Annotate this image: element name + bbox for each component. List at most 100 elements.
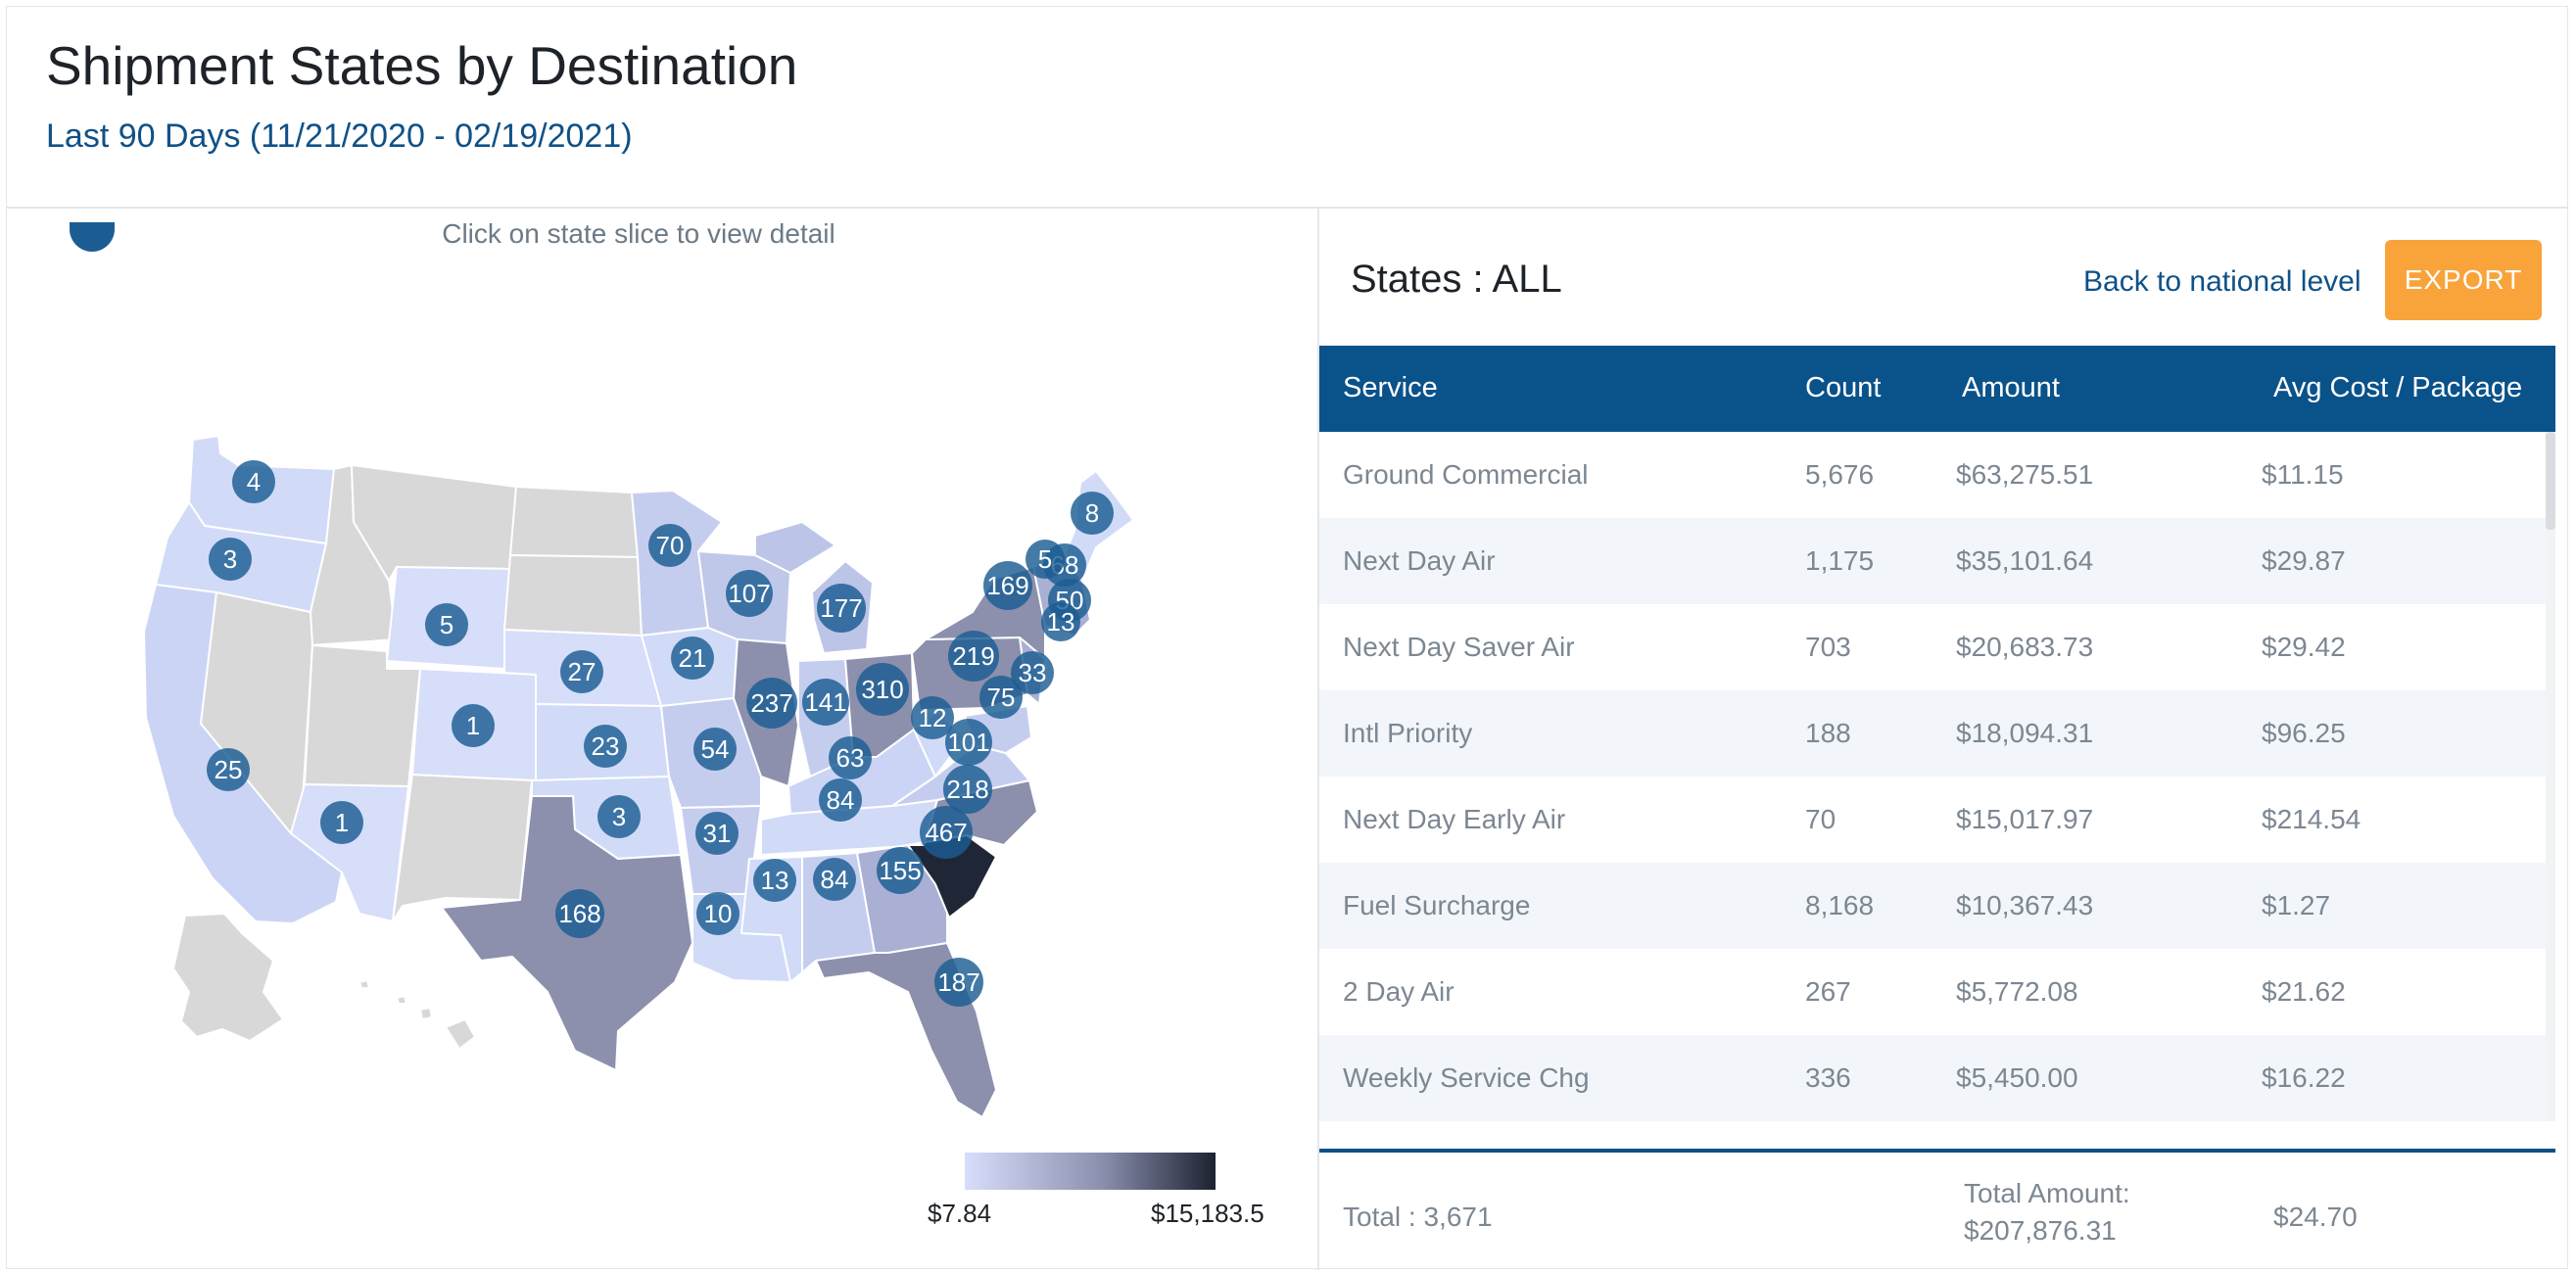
state-bubble[interactable]: 141 bbox=[802, 679, 849, 726]
state-bubble[interactable]: 155 bbox=[877, 847, 924, 894]
cell-amount: $18,094.31 bbox=[1956, 718, 2094, 748]
state-bubble[interactable]: 10 bbox=[696, 892, 739, 935]
cell-count: 1,175 bbox=[1805, 545, 1875, 576]
svg-text:169: 169 bbox=[986, 571, 1028, 600]
svg-text:467: 467 bbox=[925, 818, 967, 847]
state-bubble[interactable]: 310 bbox=[856, 663, 909, 716]
export-button[interactable]: EXPORT bbox=[2385, 240, 2542, 320]
state-hawaii[interactable] bbox=[358, 979, 476, 1050]
state-bubble[interactable]: 8 bbox=[1071, 492, 1114, 535]
state-bubble[interactable]: 84 bbox=[819, 778, 862, 822]
state-bubble[interactable]: 467 bbox=[920, 806, 973, 859]
cell-amount: $63,275.51 bbox=[1956, 459, 2094, 490]
cell-amount: $15,017.97 bbox=[1956, 804, 2094, 834]
state-bubble[interactable]: 177 bbox=[817, 584, 866, 633]
state-arizona[interactable] bbox=[290, 783, 409, 922]
state-bubble[interactable]: 168 bbox=[555, 889, 604, 938]
table-scrollbar[interactable] bbox=[2546, 432, 2555, 1121]
state-bubble[interactable]: 3 bbox=[209, 538, 252, 581]
date-range: Last 90 Days (11/21/2020 - 02/19/2021) bbox=[46, 118, 633, 155]
table-footer: Total : 3,671 Total Amount: $207,876.31 … bbox=[1319, 1153, 2555, 1270]
state-utah[interactable] bbox=[304, 644, 421, 787]
state-bubble[interactable]: 5 bbox=[1026, 540, 1065, 579]
cell-count: 5,676 bbox=[1805, 459, 1875, 490]
cell-avg-cost: $96.25 bbox=[2262, 718, 2346, 748]
state-north-dakota[interactable] bbox=[509, 486, 639, 558]
state-bubble[interactable]: 5 bbox=[425, 603, 468, 646]
svg-text:33: 33 bbox=[1019, 658, 1047, 687]
us-map: 4 3 25 1 5 1 27 23 3 168 70 21 54 31 10 … bbox=[143, 435, 1134, 1118]
back-to-national-link[interactable]: Back to national level bbox=[2083, 265, 2361, 298]
state-bubble[interactable]: 75 bbox=[979, 676, 1023, 719]
detail-panel: States : ALL Back to national level EXPO… bbox=[1319, 209, 2569, 1270]
state-bubble[interactable]: 84 bbox=[813, 858, 856, 901]
cell-count: 8,168 bbox=[1805, 890, 1875, 920]
column-header-count[interactable]: Count bbox=[1805, 372, 1882, 403]
state-south-dakota[interactable] bbox=[503, 554, 643, 636]
table-row[interactable]: Ground Commercial 5,676 $63,275.51 $11.1… bbox=[1319, 432, 2546, 518]
cell-service: Weekly Service Chg bbox=[1343, 1062, 1590, 1093]
state-new-mexico[interactable] bbox=[392, 774, 533, 922]
state-bubble[interactable]: 1 bbox=[320, 801, 363, 844]
svg-text:25: 25 bbox=[215, 755, 243, 784]
table-row[interactable]: Next Day Early Air 70 $15,017.97 $214.54 bbox=[1319, 777, 2546, 863]
svg-text:5: 5 bbox=[1038, 544, 1052, 574]
state-bubble[interactable]: 107 bbox=[726, 570, 773, 617]
state-bubble[interactable]: 54 bbox=[693, 728, 737, 771]
state-bubble[interactable]: 12 bbox=[911, 696, 954, 739]
cell-count: 267 bbox=[1805, 976, 1851, 1007]
state-bubble[interactable]: 237 bbox=[746, 678, 797, 729]
cell-count: 188 bbox=[1805, 718, 1851, 748]
cell-avg-cost: $11.15 bbox=[2262, 459, 2344, 490]
table-row[interactable]: Intl Priority 188 $18,094.31 $96.25 bbox=[1319, 690, 2546, 777]
cell-count: 703 bbox=[1805, 632, 1851, 662]
legend-min-label: $7.84 bbox=[928, 1199, 992, 1228]
table-row[interactable]: Next Day Air 1,175 $35,101.64 $29.87 bbox=[1319, 518, 2546, 604]
state-bubble[interactable]: 169 bbox=[983, 561, 1032, 610]
legend-max-label: $15,183.5 bbox=[1151, 1199, 1264, 1228]
state-bubble[interactable]: 187 bbox=[934, 958, 983, 1007]
total-divider bbox=[1319, 1149, 2555, 1153]
column-header-avg-cost[interactable]: Avg Cost / Package bbox=[2273, 372, 2523, 403]
state-bubble[interactable]: 4 bbox=[232, 460, 275, 503]
state-bubble[interactable]: 27 bbox=[560, 650, 603, 693]
svg-text:4: 4 bbox=[247, 467, 261, 496]
state-bubble[interactable]: 3 bbox=[597, 795, 641, 838]
table-row[interactable]: Next Day Saver Air 703 $20,683.73 $29.42 bbox=[1319, 604, 2546, 690]
state-filter-title: States : ALL bbox=[1351, 258, 1562, 301]
cell-service: Intl Priority bbox=[1343, 718, 1473, 748]
table-body: Ground Commercial 5,676 $63,275.51 $11.1… bbox=[1319, 432, 2546, 1121]
cell-count: 70 bbox=[1805, 804, 1837, 834]
svg-text:13: 13 bbox=[761, 866, 789, 895]
table-row[interactable]: Fuel Surcharge 8,168 $10,367.43 $1.27 bbox=[1319, 863, 2546, 949]
state-bubble[interactable]: 13 bbox=[753, 859, 796, 902]
state-bubble[interactable]: 33 bbox=[1011, 651, 1054, 694]
column-header-service[interactable]: Service bbox=[1343, 372, 1438, 403]
cell-service: Ground Commercial bbox=[1343, 459, 1589, 490]
total-count: Total : 3,671 bbox=[1343, 1202, 1493, 1232]
scrollbar-thumb[interactable] bbox=[2546, 432, 2555, 530]
svg-text:27: 27 bbox=[568, 657, 596, 686]
state-bubble[interactable]: 1 bbox=[452, 704, 495, 747]
state-bubble[interactable]: 31 bbox=[695, 812, 739, 855]
cell-service: 2 Day Air bbox=[1343, 976, 1455, 1007]
state-bubble[interactable]: 21 bbox=[671, 636, 714, 680]
column-header-amount[interactable]: Amount bbox=[1962, 372, 2060, 403]
state-bubble[interactable]: 25 bbox=[207, 748, 250, 791]
table-row[interactable]: Weekly Service Chg 336 $5,450.00 $16.22 bbox=[1319, 1035, 2546, 1121]
cell-avg-cost: $1.27 bbox=[2262, 890, 2331, 920]
cell-amount: $35,101.64 bbox=[1956, 545, 2094, 576]
state-bubble[interactable]: 101 bbox=[945, 719, 992, 766]
state-bubble[interactable]: 218 bbox=[943, 765, 992, 814]
state-alaska[interactable] bbox=[172, 913, 284, 1042]
cell-count: 336 bbox=[1805, 1062, 1851, 1093]
cell-service: Next Day Saver Air bbox=[1343, 632, 1575, 662]
state-bubble[interactable]: 219 bbox=[948, 631, 999, 682]
state-bubble[interactable]: 23 bbox=[584, 725, 627, 768]
table-row[interactable]: 2 Day Air 267 $5,772.08 $21.62 bbox=[1319, 949, 2546, 1035]
state-bubble[interactable]: 13 bbox=[1041, 602, 1080, 641]
state-bubble[interactable]: 70 bbox=[648, 524, 692, 567]
cell-avg-cost: $214.54 bbox=[2262, 804, 2361, 834]
state-bubble[interactable]: 63 bbox=[829, 736, 872, 779]
color-legend-gradient bbox=[965, 1153, 1216, 1190]
